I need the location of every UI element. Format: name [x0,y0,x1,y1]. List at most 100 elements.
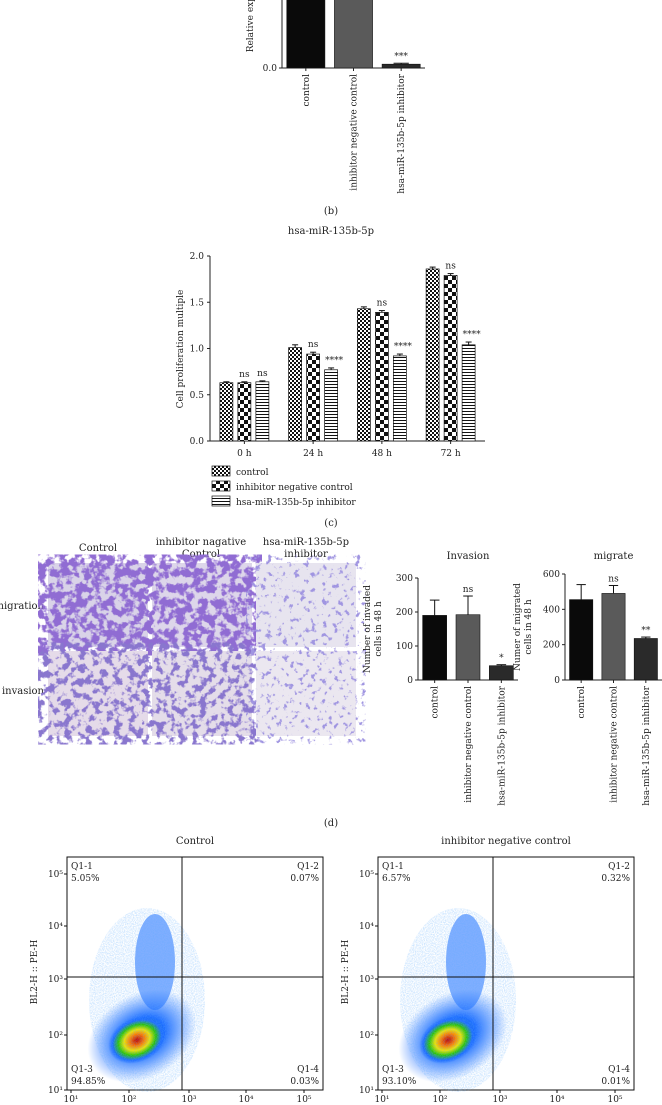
significance-label: *** [394,52,408,62]
quadrant-percent: 0.32% [601,874,630,884]
legend-swatch [211,465,231,477]
bar [393,355,407,442]
chart-title: Invasion [447,551,490,562]
x-tick-label: 10³ [492,1095,507,1105]
y-axis-title: Cell proliferation multiple [176,290,186,409]
y-tick-label: 400 [543,605,560,615]
micrograph-migration-control [48,563,148,647]
x-tick-label: 0 h [237,449,252,459]
x-tick-label: 10¹ [374,1095,389,1105]
x-tick-label: 10¹ [63,1095,78,1105]
quadrant-percent: 93.10% [382,1077,417,1087]
y-tick-label: 10³ [48,975,63,985]
significance-label: ns [239,370,250,380]
chart-d-migrate: migrate 0 200 400 600 Numer of migrated cells … [513,551,662,806]
panel-label-c: (c) [324,518,338,529]
significance-label: ns [308,340,319,350]
micro-col-header-inhibitor: hsa-miR-135b-5p inhibitor [263,537,349,560]
y-tick-label: 10⁵ [48,870,63,880]
chart-title: migrate [594,551,634,562]
chart-c: hsa-miR-135b-5p 0.0 0.5 1.0 1.5 2.0 Cell proli… [176,226,485,508]
quadrant-name: Q1-4 [608,1065,630,1075]
y-axis-title: Numer of migrated [513,583,523,671]
panel-label-b: (b) [324,206,338,217]
bar [334,0,373,69]
quadrant-name: Q1-2 [608,862,630,872]
x-tick-label: inhibitor negative control [610,686,620,803]
flow-plot-1: inhibitor negative control Q1-1 6.57% Q1-2 0… [341,836,635,1105]
bar [422,615,447,681]
chart-title: hsa-miR-135b-5p [288,226,374,237]
x-tick-label: 10⁵ [607,1095,622,1105]
y-tick-label: 10⁵ [359,870,374,880]
y-tick-label: 100 [396,642,413,652]
quadrant-name: Q1-3 [71,1065,93,1075]
bar [219,382,234,442]
micrograph-migration-inhibitor [256,563,356,647]
significance-label: **** [463,330,482,340]
bar [569,599,594,681]
micro-col-header-control: Control [79,543,117,554]
legend-label: inhibitor negative control [236,483,353,493]
bar [381,63,421,69]
y-tick-label: 200 [396,608,413,618]
y-tick-label: 10³ [359,975,374,985]
density-speckle [400,908,516,1092]
legend-swatch [211,480,231,492]
bar [425,268,440,442]
significance-label: ns [445,262,456,272]
bar [255,381,270,442]
quadrant-percent: 0.01% [601,1077,630,1087]
x-tick-label: control [577,686,587,719]
bar [288,347,302,442]
quadrant-name: Q1-2 [297,862,319,872]
x-tick-label: inhibitor negative control [464,686,474,803]
x-tick-label: hsa-miR-135b-5p inhibitor [397,73,407,193]
significance-label: ns [377,299,388,309]
y-axis-title: BL2-H :: PE-H [30,940,40,1005]
bar [324,369,338,442]
bar [489,665,514,681]
x-tick-label: 10³ [181,1095,196,1105]
significance-label: * [499,654,504,664]
micrograph-grid: Control inhibitor nagative Control hsa-mi… [0,537,356,736]
density-speckle [89,908,205,1092]
bar [633,638,658,681]
y-tick-label: 200 [543,641,560,651]
y-tick-label: 0.0 [190,437,205,447]
y-tick-label: 0.5 [190,391,205,401]
x-tick-label: 10² [121,1095,136,1105]
y-axis-title: cells in 48 h [374,601,384,656]
y-tick-label: 300 [396,574,413,584]
x-tick-label: 10² [432,1095,447,1105]
y-axis-title: Relative expr [246,0,256,52]
y-tick-label: 10² [48,1031,63,1041]
quadrant-percent: 0.07% [290,874,319,884]
x-tick-label: 10⁴ [549,1095,564,1105]
bar [237,382,252,442]
x-tick-label: 10⁵ [296,1095,311,1105]
panel-label-d: (d) [324,818,338,829]
micro-col-header-negative-control: inhibitor nagative Control [156,537,247,560]
x-tick-label: hsa-miR-135b-5p inhibitor [642,685,652,805]
chart-d-invasion: Invasion 0 100 200 300 Number of invaded cells… [363,551,518,806]
micrograph-invasion-negative-control [152,651,252,736]
x-tick-label: 10⁴ [238,1095,253,1105]
bar [443,275,458,442]
y-tick-label: 0 [407,676,413,686]
quadrant-name: Q1-4 [297,1065,319,1075]
x-tick-label: control [302,74,312,107]
y-tick-label: 0 [554,676,560,686]
quadrant-name: Q1-1 [71,862,93,872]
significance-label: ns [463,585,474,595]
y-tick-label: 10⁴ [359,922,374,932]
micrograph-migration-negative-control [152,563,252,647]
quadrant-name: Q1-3 [382,1065,404,1075]
legend-swatch [211,495,231,507]
significance-label: ** [641,626,651,636]
bar [455,614,481,681]
y-tick-label: 10⁴ [48,922,63,932]
y-tick-label: 10¹ [359,1086,374,1096]
